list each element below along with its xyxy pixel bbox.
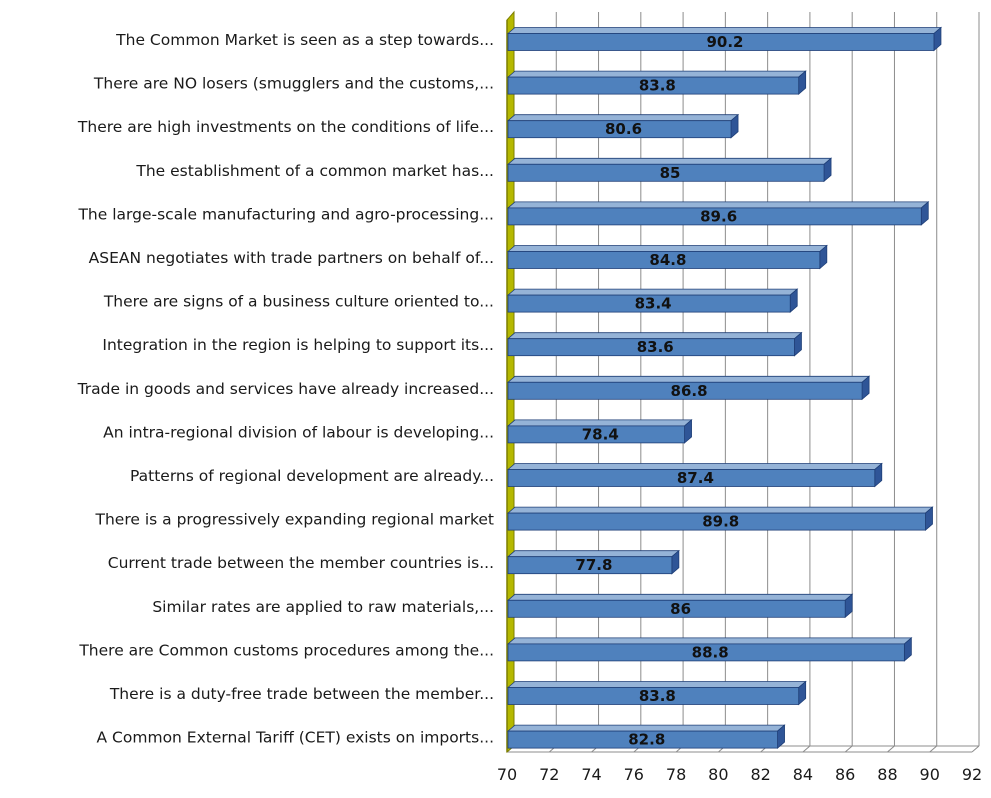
category-label: There are NO losers (smugglers and the c… <box>93 75 494 93</box>
x-tick-label: 70 <box>497 765 517 784</box>
x-tick-label: 92 <box>962 765 982 784</box>
category-labels: The Common Market is seen as a step towa… <box>77 31 494 747</box>
gridline-floor <box>929 745 938 753</box>
bar-front-face <box>507 163 825 182</box>
bar <box>506 506 934 531</box>
gridline-floor <box>802 745 811 753</box>
bar <box>506 680 807 706</box>
bar-value-label: 77.8 <box>575 556 612 574</box>
category-label: Integration in the region is helping to … <box>102 336 494 354</box>
category-label: Current trade between the member countri… <box>108 554 494 572</box>
bar-front-face <box>507 207 922 226</box>
bar <box>506 70 807 95</box>
bar-value-label: 80.6 <box>605 120 642 138</box>
bar-value-label: 90.2 <box>706 33 743 51</box>
gridline-floor <box>971 745 980 753</box>
gridline-floor <box>887 745 895 753</box>
bar-value-label: 83.8 <box>639 687 676 705</box>
bar-value-label: 86.8 <box>671 382 708 400</box>
x-tick-label: 84 <box>793 765 813 784</box>
bars <box>506 26 943 749</box>
bar <box>506 375 871 401</box>
bar <box>506 201 930 226</box>
bar <box>506 549 680 575</box>
x-tick-label: 82 <box>750 765 770 784</box>
bar <box>506 288 799 313</box>
category-label: An intra-regional division of labour is … <box>103 423 494 441</box>
x-axis-tick-labels: 70 72 74 76 78 80 82 84 86 88 90 92 <box>497 765 982 784</box>
bar <box>506 157 833 183</box>
bar <box>506 331 803 357</box>
bar <box>506 244 828 270</box>
category-label: Similar rates are applied to raw materia… <box>152 598 494 616</box>
bar-value-label: 84.8 <box>649 251 686 269</box>
bar-value-label: 86 <box>670 600 691 618</box>
bar <box>506 462 883 488</box>
bar-value-label: 83.8 <box>639 77 676 95</box>
bar <box>506 419 693 444</box>
bar-front-face <box>507 251 821 269</box>
bar-value-label: 82.8 <box>628 731 665 749</box>
bar-front-face <box>507 469 876 487</box>
x-tick-label: 74 <box>581 765 601 784</box>
category-label: There are Common customs procedures amon… <box>78 641 494 659</box>
bar <box>506 637 913 662</box>
bar <box>506 113 740 139</box>
category-label: There are signs of a business culture or… <box>103 293 494 311</box>
category-label: A Common External Tariff (CET) exists on… <box>97 729 494 747</box>
bar-front-face <box>507 687 800 705</box>
bar-value-label: 83.4 <box>635 295 672 313</box>
gridline-floor <box>844 745 853 753</box>
bar-front-face <box>507 381 863 400</box>
bar-value-label: 89.6 <box>700 207 737 225</box>
x-tick-label: 88 <box>877 765 897 784</box>
category-label: There are high investments on the condit… <box>77 118 494 136</box>
x-tick-label: 72 <box>539 765 559 784</box>
bar-front-face <box>507 556 673 575</box>
bar <box>506 26 943 52</box>
bar-value-label: 87.4 <box>677 469 714 487</box>
bar-front-face <box>507 338 795 357</box>
category-label: The large-scale manufacturing and agro-p… <box>77 205 494 223</box>
bar-front-face <box>507 730 778 749</box>
bar-front-face <box>507 294 791 313</box>
x-tick-label: 78 <box>666 765 686 784</box>
bar-value-label: 78.4 <box>582 425 619 443</box>
bar <box>506 593 854 619</box>
bar-front-face <box>507 599 846 618</box>
category-label: There is a duty-free trade between the m… <box>109 685 494 703</box>
category-label: Trade in goods and services have already… <box>77 380 494 398</box>
category-label: Patterns of regional development are alr… <box>130 467 494 485</box>
value-labels: 90.2 83.8 80.6 85 89.6 84.8 83.4 83.6 86.8 78.4 87… <box>575 33 743 749</box>
bar-front-face <box>507 76 800 95</box>
bar-value-label: 83.6 <box>637 338 674 356</box>
bar-front-face <box>507 120 732 139</box>
category-label: The Common Market is seen as a step towa… <box>115 31 494 49</box>
bar-front-face <box>507 33 935 51</box>
x-tick-label: 86 <box>835 765 855 784</box>
category-label: The establishment of a common market has… <box>135 162 494 180</box>
x-tick-label: 80 <box>708 765 728 784</box>
bar-front-face <box>507 643 905 662</box>
bar-front-face <box>507 512 926 531</box>
bar <box>506 724 786 749</box>
category-label: ASEAN negotiates with trade partners on … <box>89 249 494 267</box>
bar-value-label: 88.8 <box>692 643 729 661</box>
x-tick-label: 90 <box>920 765 940 784</box>
bar-value-label: 85 <box>660 164 681 182</box>
category-label: There is a progressively expanding regio… <box>95 511 494 529</box>
bar-front-face <box>507 425 685 444</box>
x-tick-label: 76 <box>624 765 644 784</box>
bar-value-label: 89.8 <box>702 513 739 531</box>
